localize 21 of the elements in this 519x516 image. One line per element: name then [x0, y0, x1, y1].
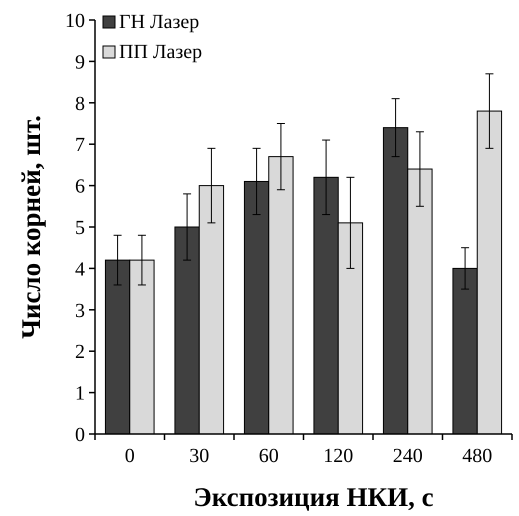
y-tick-label: 4	[75, 258, 85, 280]
x-tick-label: 240	[392, 445, 423, 467]
y-tick-label: 2	[75, 341, 85, 364]
legend-label: ПП Лазер	[119, 41, 202, 63]
y-tick-label: 1	[75, 382, 85, 405]
y-tick-label: 9	[75, 51, 85, 74]
x-tick-label: 120	[323, 445, 354, 467]
x-tick-label: 0	[124, 445, 135, 467]
y-tick-label: 10	[65, 10, 85, 32]
y-tick-label: 0	[75, 424, 85, 446]
x-tick-label: 30	[189, 445, 210, 467]
y-tick-label: 7	[75, 134, 85, 156]
x-tick-label: 60	[258, 445, 279, 467]
y-tick-label: 5	[75, 217, 85, 239]
y-tick-label: 6	[75, 176, 85, 198]
y-axis-title: Число корней, шт.	[16, 115, 46, 339]
legend-label: ГН Лазер	[119, 11, 200, 33]
y-tick-label: 8	[75, 92, 85, 115]
x-axis-title: Экспозиция НКИ, с	[193, 482, 434, 512]
x-tick-label: 480	[462, 445, 492, 467]
y-tick-label: 3	[75, 300, 85, 322]
